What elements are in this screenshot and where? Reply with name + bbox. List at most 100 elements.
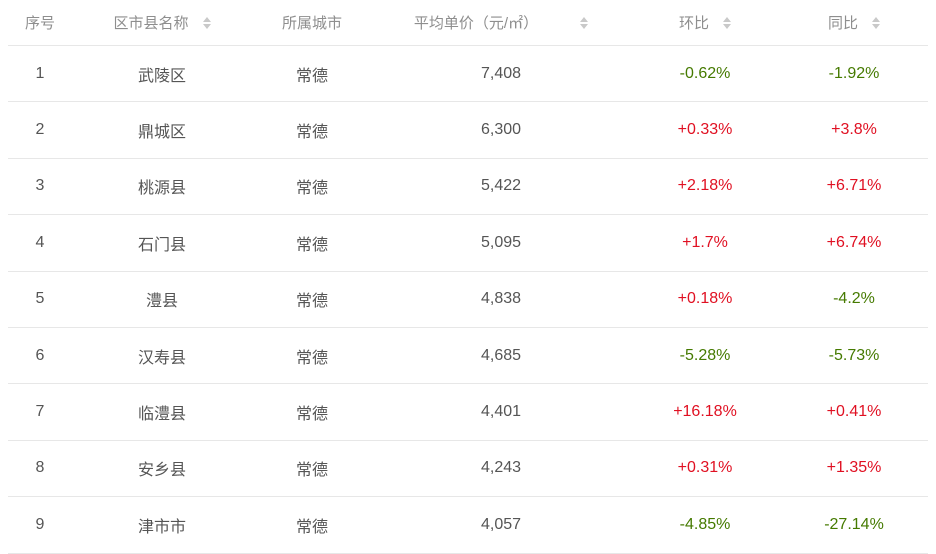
yoy-cell: +0.41%	[780, 383, 928, 441]
index-value: 1	[35, 64, 45, 82]
mom-value: -5.28%	[679, 346, 731, 364]
col-header-label: 所属城市	[281, 15, 342, 32]
col-header-label: 环比	[678, 15, 709, 32]
yoy-cell: +1.35%	[780, 439, 928, 497]
price-value: 4,243	[480, 459, 522, 477]
col-header-mom[interactable]: 环比	[630, 0, 780, 46]
mom-value: -0.62%	[679, 64, 731, 82]
price-cell: 5,422	[372, 157, 630, 215]
index-cell: 1	[8, 44, 72, 102]
yoy-value: +0.41%	[826, 403, 882, 421]
table-row: 3 桃源县 常德 5,422 +2.18% +6.71%	[8, 157, 928, 215]
mom-cell: +2.18%	[630, 157, 780, 215]
index-cell: 3	[8, 157, 72, 215]
col-header-yoy[interactable]: 同比	[780, 0, 928, 46]
sort-icon[interactable]	[580, 17, 589, 30]
price-value: 4,057	[480, 515, 522, 533]
col-header-district[interactable]: 区市县名称	[72, 0, 252, 46]
index-value: 8	[35, 459, 45, 477]
city-cell: 常德	[252, 496, 372, 554]
city-cell: 常德	[252, 157, 372, 215]
price-cell: 4,401	[372, 383, 630, 441]
mom-value: +0.31%	[677, 459, 733, 477]
district-price-table: 序号 区市县名称 所属城市 平均单价（元/㎡） 环比 同比 1 武陵区 常德 7…	[8, 0, 928, 554]
mom-value: +0.18%	[677, 290, 733, 308]
district-cell: 桃源县	[72, 157, 252, 215]
col-header-label: 平均单价（元/㎡）	[413, 15, 539, 32]
city-cell: 常德	[252, 383, 372, 441]
yoy-value: +1.35%	[826, 459, 882, 477]
price-value: 4,401	[480, 403, 522, 421]
index-cell: 4	[8, 214, 72, 272]
yoy-cell: +3.8%	[780, 101, 928, 159]
mom-value: -4.85%	[679, 515, 731, 533]
yoy-cell: -1.92%	[780, 44, 928, 102]
yoy-cell: +6.74%	[780, 214, 928, 272]
sort-icon[interactable]	[202, 17, 211, 30]
mom-cell: +16.18%	[630, 383, 780, 441]
col-header-label: 同比	[827, 15, 858, 32]
district-value: 安乡县	[137, 462, 186, 480]
mom-cell: -0.62%	[630, 44, 780, 102]
city-value: 常德	[295, 406, 328, 424]
mom-cell: -4.85%	[630, 496, 780, 554]
mom-value: +1.7%	[682, 233, 728, 251]
index-cell: 5	[8, 270, 72, 328]
index-value: 7	[35, 403, 45, 421]
mom-cell: -5.28%	[630, 326, 780, 384]
yoy-value: +3.8%	[831, 121, 877, 139]
col-header-label: 区市县名称	[113, 15, 189, 32]
yoy-cell: -4.2%	[780, 270, 928, 328]
index-cell: 7	[8, 383, 72, 441]
col-header-city: 所属城市	[252, 0, 372, 46]
city-cell: 常德	[252, 439, 372, 497]
yoy-cell: -27.14%	[780, 496, 928, 554]
sort-icon[interactable]	[872, 17, 880, 30]
index-value: 2	[35, 121, 45, 139]
yoy-value: -5.73%	[828, 346, 880, 364]
district-value: 鼎城区	[137, 124, 186, 142]
price-cell: 4,685	[372, 326, 630, 384]
district-value: 澧县	[145, 293, 178, 311]
mom-cell: +0.33%	[630, 101, 780, 159]
mom-cell: +0.31%	[630, 439, 780, 497]
district-cell: 临澧县	[72, 383, 252, 441]
city-value: 常德	[295, 293, 328, 311]
price-cell: 4,838	[372, 270, 630, 328]
district-cell: 汉寿县	[72, 326, 252, 384]
col-header-price[interactable]: 平均单价（元/㎡）	[372, 0, 630, 46]
district-value: 汉寿县	[137, 349, 186, 367]
city-value: 常德	[295, 349, 328, 367]
city-value: 常德	[295, 124, 328, 142]
district-value: 津市市	[137, 518, 186, 536]
city-cell: 常德	[252, 326, 372, 384]
table-row: 2 鼎城区 常德 6,300 +0.33% +3.8%	[8, 101, 928, 159]
sort-icon[interactable]	[723, 17, 731, 30]
city-cell: 常德	[252, 101, 372, 159]
city-value: 常德	[295, 236, 328, 254]
index-cell: 9	[8, 496, 72, 554]
index-cell: 6	[8, 326, 72, 384]
price-cell: 6,300	[372, 101, 630, 159]
city-value: 常德	[295, 518, 328, 536]
district-cell: 武陵区	[72, 44, 252, 102]
table-row: 9 津市市 常德 4,057 -4.85% -27.14%	[8, 496, 928, 554]
district-value: 临澧县	[137, 406, 186, 424]
price-value: 6,300	[480, 121, 522, 139]
index-value: 9	[35, 515, 45, 533]
index-value: 5	[35, 290, 45, 308]
index-value: 3	[35, 177, 45, 195]
price-cell: 4,243	[372, 439, 630, 497]
table-row: 5 澧县 常德 4,838 +0.18% -4.2%	[8, 270, 928, 328]
price-cell: 5,095	[372, 214, 630, 272]
mom-value: +0.33%	[677, 121, 733, 139]
yoy-cell: +6.71%	[780, 157, 928, 215]
yoy-value: -1.92%	[828, 64, 880, 82]
district-cell: 津市市	[72, 496, 252, 554]
district-value: 桃源县	[137, 180, 186, 198]
city-value: 常德	[295, 462, 328, 480]
col-header-label: 序号	[24, 15, 55, 32]
city-value: 常德	[295, 67, 328, 85]
col-header-index: 序号	[8, 0, 72, 46]
index-cell: 2	[8, 101, 72, 159]
